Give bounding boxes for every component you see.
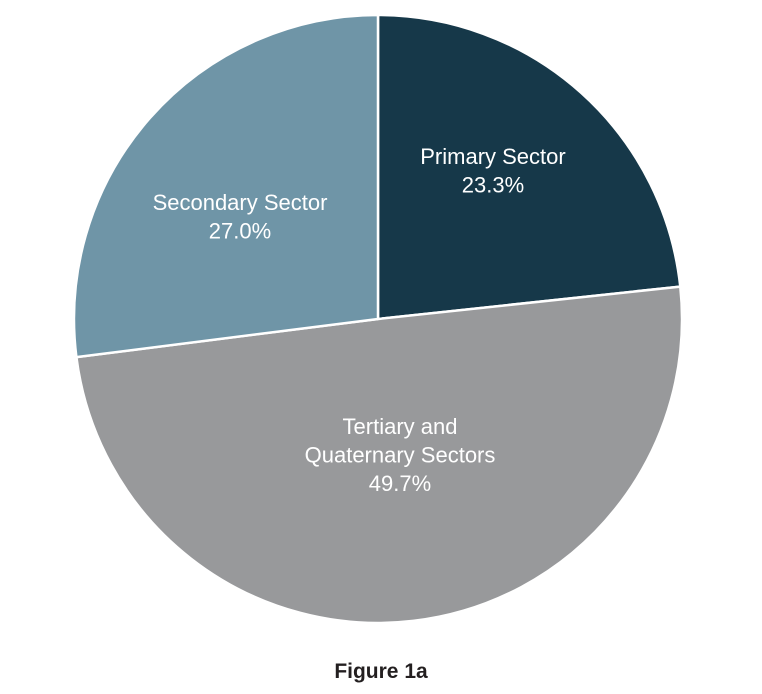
pie-slice-label-primary-sector-line-0: Primary Sector xyxy=(420,144,565,169)
pie-slice-label-tertiary-and-quaternary-sectors-line-0: Tertiary and xyxy=(343,414,458,439)
pie-chart: Primary Sector 23.3% Tertiary and Quaternar… xyxy=(72,13,684,625)
pie-slice-tertiary-and-quaternary-sectors xyxy=(75,285,684,625)
pie-slice-label-tertiary-and-quaternary-sectors-line-1: Quaternary Sectors xyxy=(305,442,496,467)
pie-slice-label-tertiary-and-quaternary-sectors-line-2: 49.7% xyxy=(369,471,431,496)
pie-slice-label-secondary-sector-line-0: Secondary Sector xyxy=(153,190,328,215)
pie-slice-primary-sector xyxy=(376,13,682,321)
pie-slice-label-primary-sector-line-1: 23.3% xyxy=(462,172,524,197)
figure-caption: Figure 1a xyxy=(334,660,428,683)
pie-slice-label-secondary-sector-line-1: 27.0% xyxy=(209,218,271,243)
pie-slice-secondary-sector xyxy=(72,13,380,359)
